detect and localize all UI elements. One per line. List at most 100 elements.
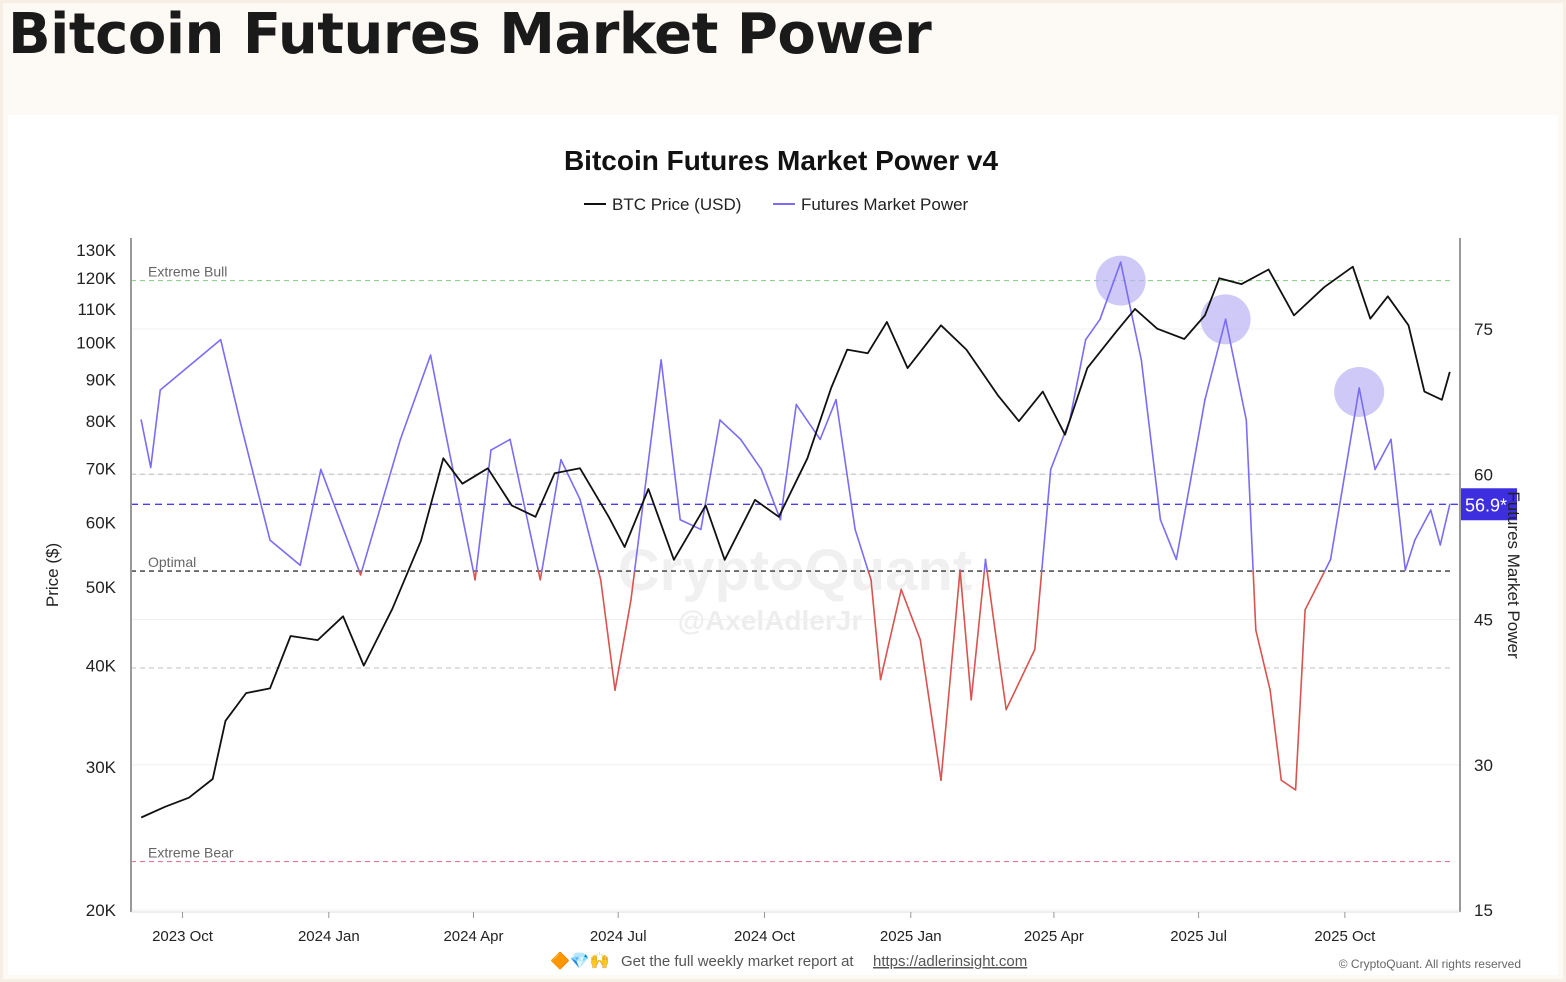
watermark: CryptoQuant @AxelAdlerJr [618,538,972,636]
fmp-segment [700,419,721,531]
fmp-segment [269,539,301,567]
y-left-tick: 100K [76,334,116,353]
fmp-segment [1034,570,1043,651]
watermark-logo: CryptoQuant [618,538,972,603]
footer-text: Get the full weekly market report at [621,953,854,970]
fmp-segment [1358,387,1376,471]
fmp-segment [660,359,682,521]
fmp-segment [579,498,600,572]
fmp-segment [540,458,562,572]
fmp-segment [630,570,636,601]
fmp-segment [509,438,540,572]
footer: 🔶💎🙌 Get the full weekly market report at… [550,951,1521,971]
fmp-segment [870,578,882,681]
y-left-tick: 70K [86,459,117,478]
fmp-segment [1159,518,1178,561]
fmp-segment [1119,261,1143,361]
fmp-segment [679,518,702,531]
fmp-segment [429,354,446,431]
y-left-tick: 50K [86,578,117,597]
legend: BTC Price (USD) Futures Market Power [584,195,969,214]
fmp-segment [900,588,922,641]
fmp-segment [1224,318,1248,421]
fmp-segment [835,398,856,531]
fmp-segment [959,570,973,701]
x-tick: 2025 Oct [1314,928,1376,945]
fmp-segment [970,570,986,701]
fmp-segment [867,570,872,581]
fmp-segment [984,558,988,572]
y-left-label: Price ($) [43,543,62,607]
fmp-segment [614,599,632,691]
x-tick: 2024 Jan [298,928,360,945]
fmp-segment [1294,609,1306,791]
footer-emoji: 🔶💎🙌 [550,951,610,970]
y-right-tick: 15 [1474,901,1493,920]
y-right-label: Futures Market Power [1504,491,1523,659]
fmp-segment [399,354,432,441]
fmp-segment [986,570,996,631]
y-right-tick: 45 [1474,611,1493,630]
copyright: © CryptoQuant. All rights reserved [1339,957,1521,971]
x-tick: 2025 Jul [1170,928,1227,945]
fmp-segment [490,438,511,451]
legend-price: BTC Price (USD) [612,195,741,214]
y-right-tick: 60 [1474,465,1493,484]
fmp-segment [879,588,903,681]
fmp-segment [1175,479,1192,561]
page-title: Bitcoin Futures Market Power [8,2,932,67]
y-left-tick: 120K [76,269,116,288]
fmp-segment [919,639,942,782]
fmp-segment [1099,261,1122,321]
fmp-segment [1204,318,1227,401]
fmp-segment [1084,318,1101,341]
fmp-segment [1140,359,1162,521]
y-left-tick: 90K [86,371,117,390]
legend-fmp: Futures Market Power [801,195,969,214]
x-tick: 2024 Jul [590,928,647,945]
fmp-segment [1414,509,1432,541]
fmp-segment [140,419,152,469]
btc-price-line [140,265,1451,819]
fmp-segment [1068,338,1087,421]
x-tick: 2025 Apr [1024,928,1084,945]
fmp-segment [994,629,1007,711]
fmp-segment [474,570,477,581]
fmp-segment [1429,509,1442,546]
fmp-segment [819,398,837,441]
fmp-segment [1189,398,1206,481]
fmp-segment [299,468,322,567]
y-left-tick: 40K [86,657,117,676]
fmp-segment [719,419,742,441]
fmp-segment [597,570,602,581]
fmp-segment [320,468,360,572]
chart-title: Bitcoin Futures Market Power v4 [564,145,999,176]
y-left-tick: 110K [78,300,117,319]
fmp-segment [1005,678,1022,711]
fmp-segment [1280,779,1297,791]
fmp-segment [1255,629,1271,691]
reference-label: Extreme Bull [148,264,227,280]
current-value-badge [1461,488,1517,521]
y-left-tick: 60K [86,514,117,533]
current-value-label: 56.9* [1465,495,1507,515]
x-tick: 2025 Jan [880,928,942,945]
fmp-segment [779,403,798,521]
fmp-segment [1390,438,1407,571]
y-left-tick: 80K [86,412,117,431]
fmp-segment [1374,438,1392,471]
fmp-segment [795,403,821,441]
fmp-segment [560,458,581,501]
footer-link[interactable]: https://adlerinsight.com [873,953,1027,970]
fmp-segment [599,578,616,691]
fmp-segment [940,570,961,782]
fmp-segment [633,359,662,572]
fmp-segment [1329,387,1360,561]
reference-label: Extreme Bear [148,845,234,861]
fmp-segment [1040,468,1052,572]
watermark-handle: @AxelAdlerJr [678,605,863,636]
fmp-segment [1252,570,1257,631]
chart-panel [8,115,1558,975]
fmp-segment [1439,503,1451,546]
highlight-circle [1095,255,1146,306]
